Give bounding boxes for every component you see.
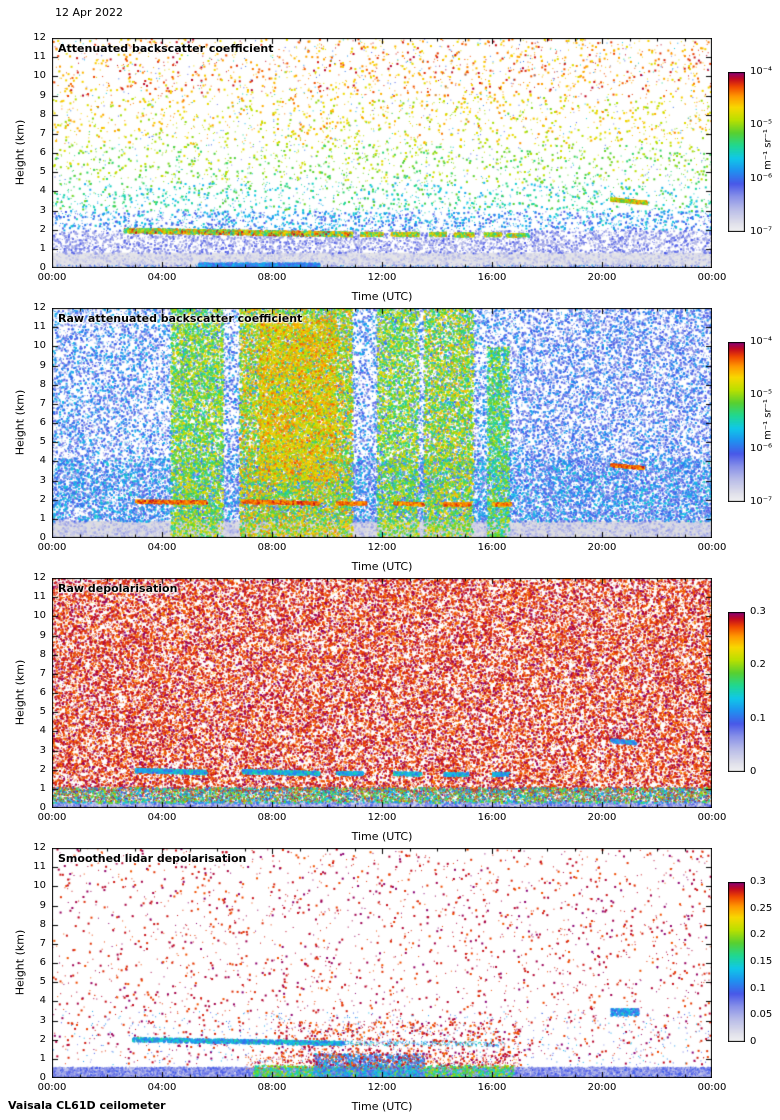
colorbar [728,882,745,1042]
colorbar-unit-label: m⁻¹ sr⁻¹ [762,399,774,440]
colorbar-tick-label: 0.05 [750,1009,773,1021]
panel-title: Smoothed lidar depolarisation [58,852,247,865]
x-axis-label: Time (UTC) [351,560,413,573]
x-tick-label: 08:00 [257,1082,287,1093]
y-axis-label: Height (km) [13,119,27,186]
x-tick-label: 00:00 [697,272,727,283]
colorbar-tick-label: 0.2 [750,929,766,941]
x-tick-label: 20:00 [587,272,617,283]
panel-title: Raw depolarisation [58,582,178,595]
raw-depolarisation-plot-canvas [52,578,712,808]
x-tick-label: 16:00 [477,812,507,823]
attenuated-backscatter-plot-canvas [52,38,712,268]
y-axis-label: Height (km) [13,659,27,726]
x-tick-label: 12:00 [367,812,397,823]
smoothed-depolarisation-plot-canvas [52,848,712,1078]
x-tick-label: 04:00 [147,812,177,823]
x-tick-label: 00:00 [697,812,727,823]
colorbar-tick-label: 0.3 [750,876,766,887]
x-tick-label: 20:00 [587,1082,617,1093]
x-tick-label: 08:00 [257,542,287,553]
panel-raw-attenuated-backscatter: Height (km) Raw attenuated backscatter c… [0,302,780,578]
colorbar-tick-label: 0.2 [750,659,766,671]
panel-attenuated-backscatter: Height (km) Attenuated backscatter coeff… [0,32,780,308]
x-tick-label: 00:00 [37,1082,67,1093]
colorbar [728,342,745,502]
x-tick-label: 16:00 [477,542,507,553]
x-axis-label: Time (UTC) [351,290,413,303]
colorbar-tick-label: 0.25 [750,902,773,914]
date-label: 12 Apr 2022 [55,6,124,19]
colorbar-tick-label: 0.1 [750,982,766,994]
colorbar [728,612,745,772]
colorbar-tick-label: 0.3 [750,606,766,617]
panel-title: Raw attenuated backscatter coefficient [58,312,303,325]
y-axis-label: Height (km) [13,929,27,996]
colorbar-tick-label: 0.15 [750,956,773,967]
x-tick-label: 16:00 [477,272,507,283]
x-tick-label: 00:00 [697,542,727,553]
x-tick-label: 12:00 [367,272,397,283]
x-tick-label: 20:00 [587,812,617,823]
x-tick-label: 08:00 [257,272,287,283]
x-tick-label: 00:00 [37,542,67,553]
x-axis-label: Time (UTC) [351,830,413,843]
panel-title: Attenuated backscatter coefficient [58,42,274,55]
colorbar [728,72,745,232]
colorbar-tick-label: 0 [750,1036,757,1047]
x-tick-label: 16:00 [477,1082,507,1093]
x-tick-label: 12:00 [367,542,397,553]
instrument-label: Vaisala CL61D ceilometer [8,1099,166,1112]
x-tick-label: 04:00 [147,272,177,283]
x-tick-label: 08:00 [257,812,287,823]
colorbar-tick-label: 0 [750,766,757,777]
x-axis-label: Time (UTC) [351,1100,413,1113]
raw-attenuated-backscatter-plot-canvas [52,308,712,538]
x-tick-label: 00:00 [37,272,67,283]
x-tick-label: 12:00 [367,1082,397,1093]
y-axis-label: Height (km) [13,389,27,456]
x-tick-label: 04:00 [147,542,177,553]
x-tick-label: 04:00 [147,1082,177,1093]
colorbar-tick-label: 0.1 [750,712,766,724]
x-tick-label: 00:00 [37,812,67,823]
colorbar-unit-label: m⁻¹ sr⁻¹ [762,129,774,170]
x-tick-label: 20:00 [587,542,617,553]
x-tick-label: 00:00 [697,1082,727,1093]
panel-smoothed-depolarisation: Height (km) Smoothed lidar depolarisatio… [0,842,780,1118]
